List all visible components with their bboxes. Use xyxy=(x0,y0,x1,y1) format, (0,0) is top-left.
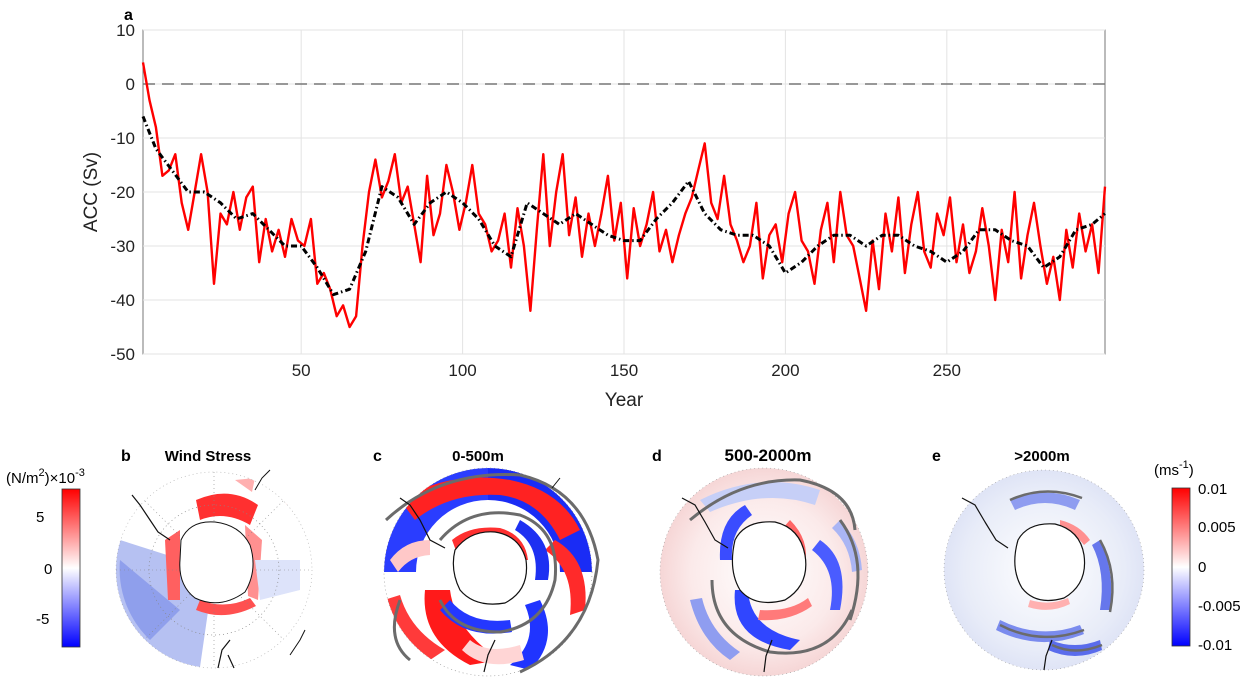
y-tick-label: -30 xyxy=(110,237,135,256)
x-tick-label: 250 xyxy=(933,361,961,380)
y-tick-label: -40 xyxy=(110,291,135,310)
colorbar-e-tick: -0.005 xyxy=(1198,598,1241,615)
x-tick-label: 200 xyxy=(771,361,799,380)
panel-e-letter: e xyxy=(932,448,941,465)
colorbar-e-tick: 0.01 xyxy=(1198,481,1227,498)
x-tick-label: 150 xyxy=(610,361,638,380)
y-tick-label: 0 xyxy=(126,75,135,94)
panel-e-title: >2000m xyxy=(1014,448,1069,465)
y-axis-label: ACC (Sv) xyxy=(81,152,102,232)
colorbar-e-tick: 0 xyxy=(1198,559,1206,576)
colorbar-e xyxy=(1171,487,1191,647)
panel-d-letter: d xyxy=(652,448,662,465)
colorbar-b xyxy=(61,488,81,648)
colorbar-e-label: (ms-1) xyxy=(1154,459,1194,479)
smoothed-series-line xyxy=(141,115,1106,297)
panel-d-title: 500-2000m xyxy=(725,446,812,465)
colorbar-e-tick: -0.01 xyxy=(1198,637,1232,654)
panel-c-letter: c xyxy=(373,448,382,465)
panel-b: b Wind Stress (N/m2)×10-3 5 0 -5 xyxy=(6,448,313,669)
colorbar-b-tick: 0 xyxy=(44,561,52,578)
panel-b-title: Wind Stress xyxy=(165,448,252,465)
y-ticks: 10 0 -10 -20 -30 -40 -50 xyxy=(110,21,135,364)
colorbar-e-tick: 0.005 xyxy=(1198,519,1236,536)
panel-c: c 0-500m xyxy=(373,448,600,677)
y-tick-label: -20 xyxy=(110,183,135,202)
colorbar-b-tick: -5 xyxy=(36,611,49,628)
y-tick-label: 10 xyxy=(116,21,135,40)
panel-e: e >2000m (ms-1) 0.01 0.005 0 -0.005 -0.0… xyxy=(932,448,1241,671)
y-tick-label: -10 xyxy=(110,129,135,148)
x-axis-label: Year xyxy=(605,390,644,411)
panel-a-letter: a xyxy=(124,7,133,24)
y-tick-label: -50 xyxy=(110,345,135,364)
panel-b-letter: b xyxy=(121,448,131,465)
x-tick-label: 100 xyxy=(448,361,476,380)
series xyxy=(141,62,1107,329)
panel-c-title: 0-500m xyxy=(452,448,504,465)
colorbar-b-label: (N/m2)×10-3 xyxy=(6,467,85,487)
x-ticks: 50 100 150 200 250 xyxy=(292,361,961,380)
colorbar-b-tick: 5 xyxy=(36,509,44,526)
x-tick-label: 50 xyxy=(292,361,311,380)
panel-a: a 100-10-20-30-40-50 50 100 150 200 250 Year… xyxy=(81,7,1107,411)
panel-d: d 500-2000m xyxy=(652,446,869,677)
